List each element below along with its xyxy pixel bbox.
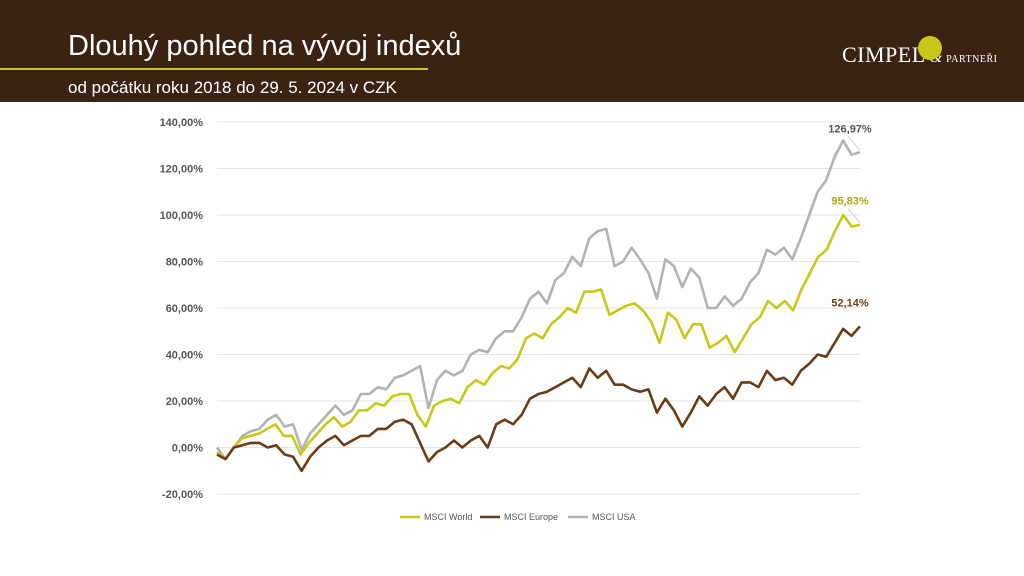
grid-lines <box>217 121 860 495</box>
y-tick-label: 60,00% <box>166 303 204 315</box>
logo-sub-text: PARTNEŘI <box>946 54 998 65</box>
y-tick-label: 20,00% <box>166 396 204 408</box>
end-label-msci-world: 95,83% <box>831 196 869 208</box>
series-line-msci-world <box>216 213 861 461</box>
y-tick-label: 40,00% <box>166 350 204 362</box>
logo-main-text: CIMPEL <box>842 42 926 67</box>
series-line-msci-usa <box>215 139 861 461</box>
y-axis: -20,00% 0,00% 20,00% 40,00% 60,00% 80,00% 100,… <box>160 117 204 501</box>
legend-label-msci-europe: MSCI Europe <box>504 512 558 522</box>
page-title: Dlouhý pohled na vývoj indexů <box>68 30 462 62</box>
series-line-msci-europe <box>216 325 861 473</box>
end-labels: 126,97% 95,83% 52,14% <box>828 123 872 309</box>
legend: MSCI World MSCI Europe MSCI USA <box>400 512 636 522</box>
leaf-icon <box>918 36 942 60</box>
title-underline <box>0 68 428 70</box>
y-tick-label: -20,00% <box>162 489 203 501</box>
label-leader-msci-world <box>847 208 861 223</box>
company-logo: CIMPEL & PARTNEŘI <box>842 42 998 68</box>
legend-label-msci-world: MSCI World <box>424 512 472 522</box>
label-leader-msci-usa <box>847 136 861 151</box>
header-bar: Dlouhý pohled na vývoj indexů od počátku… <box>0 0 1024 102</box>
y-tick-label: 100,00% <box>160 210 204 222</box>
series-lines <box>215 139 861 473</box>
y-tick-label: 140,00% <box>160 117 204 129</box>
legend-label-msci-usa: MSCI USA <box>592 512 636 522</box>
end-label-msci-usa: 126,97% <box>828 123 872 135</box>
y-tick-label: 0,00% <box>172 443 203 455</box>
page-subtitle: od počátku roku 2018 do 29. 5. 2024 v CZ… <box>68 78 397 97</box>
end-label-msci-europe: 52,14% <box>831 297 869 309</box>
y-tick-label: 80,00% <box>166 257 204 269</box>
line-chart: -20,00% 0,00% 20,00% 40,00% 60,00% 80,00% 100,… <box>160 117 872 522</box>
y-tick-label: 120,00% <box>160 164 204 176</box>
